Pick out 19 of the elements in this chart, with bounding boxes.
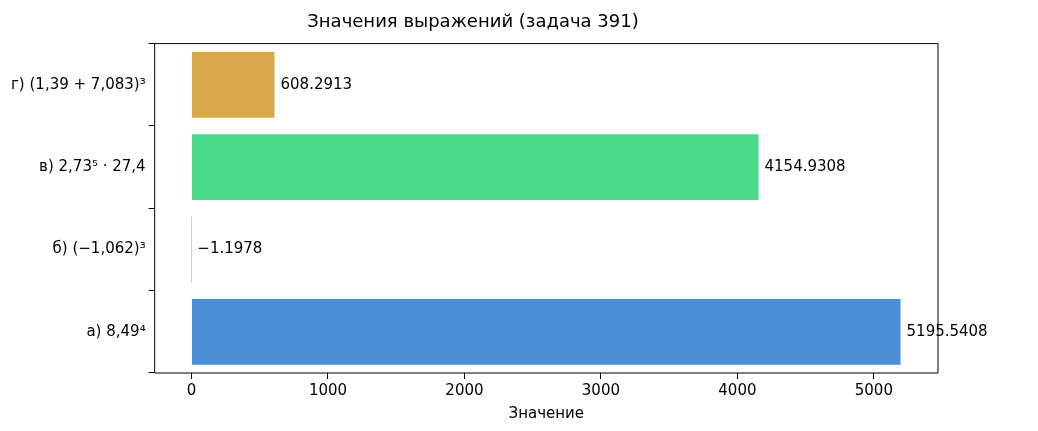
x-tick-label: 1000 <box>308 380 348 399</box>
data-label: 4154.9308 <box>764 157 846 176</box>
chart-title: Значения выражений (задача 391) <box>307 10 639 32</box>
y-tick-label: а) 8,49⁴ <box>86 321 146 340</box>
x-tick-label: 2000 <box>445 380 484 399</box>
x-tick-label: 5000 <box>854 380 893 399</box>
bar <box>192 134 759 201</box>
data-label: 608.2913 <box>280 74 353 93</box>
y-tick-label: в) 2,73⁵ · 27,4 <box>39 157 146 176</box>
bar <box>192 51 275 118</box>
x-tick-label: 3000 <box>581 380 621 399</box>
bar <box>192 298 901 365</box>
data-label: 5195.5408 <box>906 321 988 340</box>
data-label: −1.1978 <box>197 239 263 258</box>
y-tick-label: б) (−1,062)³ <box>52 239 146 258</box>
y-tick-label: г) (1,39 + 7,083)³ <box>10 74 146 93</box>
x-axis-title: Значение <box>508 403 585 422</box>
x-tick-label: 4000 <box>718 380 757 399</box>
x-tick-label: 0 <box>186 380 197 399</box>
